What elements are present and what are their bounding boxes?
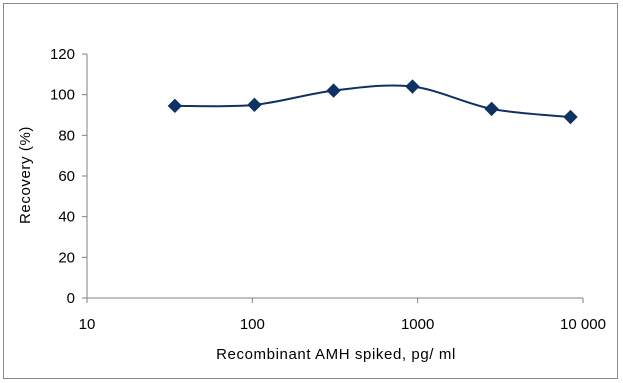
- x-tick-label: 10: [79, 316, 96, 333]
- y-tick-label: 40: [58, 209, 75, 226]
- series-markers: [167, 79, 578, 125]
- data-point-marker: [167, 98, 183, 114]
- x-tick-label: 100: [240, 316, 265, 333]
- y-tick-label: 0: [67, 290, 75, 307]
- y-tick-label: 80: [58, 127, 75, 144]
- data-point-marker: [326, 83, 341, 98]
- y-tick-label: 120: [50, 46, 75, 63]
- y-axis-ticks: 0 20 40 60 80 100 120: [50, 46, 87, 307]
- y-tick-label: 100: [50, 87, 75, 104]
- data-point-marker: [563, 109, 578, 125]
- data-point-marker: [247, 97, 262, 113]
- chart-frame: [3, 3, 618, 379]
- data-point-marker: [484, 101, 499, 117]
- data-point-marker: [405, 79, 420, 94]
- x-axis-ticks: 10 100 1000 10 000: [79, 298, 606, 333]
- x-tick-label: 1000: [401, 316, 434, 333]
- y-axis-title: Recovery (%): [17, 126, 34, 224]
- series-line: [174, 84, 571, 119]
- y-tick-label: 20: [58, 249, 75, 266]
- x-axis-title: Recombinant AMH spiked, pg/ ml: [216, 346, 456, 363]
- y-tick-label: 60: [58, 168, 75, 185]
- x-tick-label: 10 000: [560, 316, 606, 333]
